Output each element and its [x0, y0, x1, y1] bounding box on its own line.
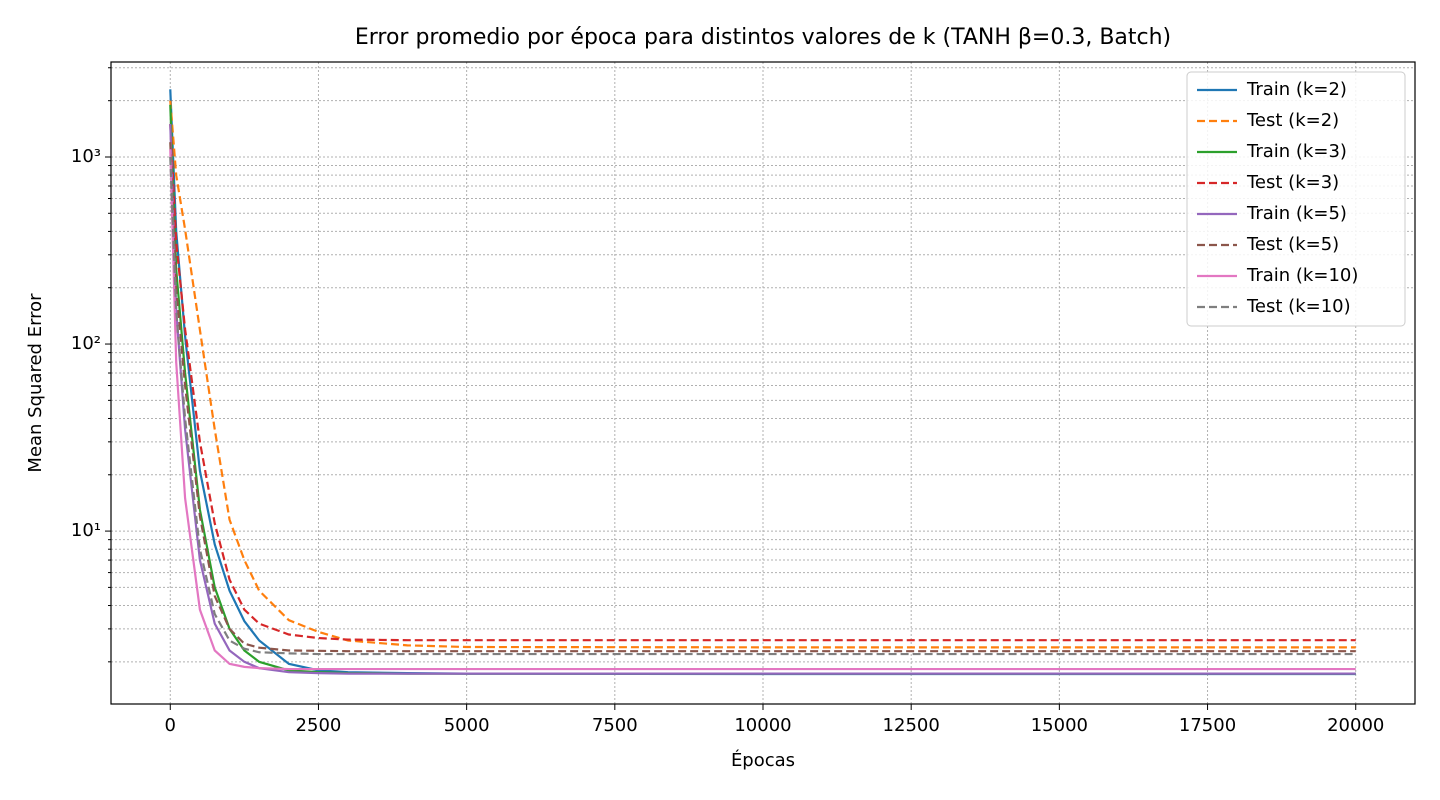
legend-label: Train (k=2) [1246, 79, 1347, 100]
series-line [169, 156, 1356, 656]
plot-area [169, 89, 1356, 676]
x-tick-label: 0 [165, 715, 176, 736]
legend-label: Train (k=5) [1246, 203, 1347, 224]
x-tick-label: 17500 [1179, 715, 1236, 736]
x-axis-label: Épocas [731, 749, 795, 771]
plot-frame [110, 61, 1416, 705]
y-tick-label: 10³ [71, 146, 101, 167]
y-tick-label: 10² [71, 333, 101, 354]
x-tick-label: 20000 [1327, 715, 1384, 736]
series-line [169, 100, 1356, 649]
x-tick-label: 10000 [734, 715, 791, 736]
legend-label: Train (k=10) [1246, 265, 1358, 286]
x-tick-label: 15000 [1031, 715, 1088, 736]
series-line [169, 142, 1356, 653]
y-axis-label: Mean Squared Error [25, 293, 46, 473]
x-tick-label: 7500 [592, 715, 638, 736]
x-tick-label: 12500 [883, 715, 940, 736]
legend-label: Train (k=3) [1246, 141, 1347, 162]
series-line [169, 149, 1356, 671]
series-line [169, 124, 1356, 642]
legend-label: Test (k=10) [1246, 296, 1351, 317]
legend-label: Test (k=5) [1246, 234, 1339, 255]
legend-label: Test (k=2) [1246, 110, 1339, 131]
y-tick-label: 10¹ [71, 520, 101, 541]
x-tick-label: 2500 [296, 715, 342, 736]
legend-box [1186, 71, 1406, 327]
chart-title: Error promedio por época para distintos … [355, 25, 1171, 50]
legend-label: Test (k=3) [1246, 172, 1339, 193]
x-tick-label: 5000 [444, 715, 490, 736]
